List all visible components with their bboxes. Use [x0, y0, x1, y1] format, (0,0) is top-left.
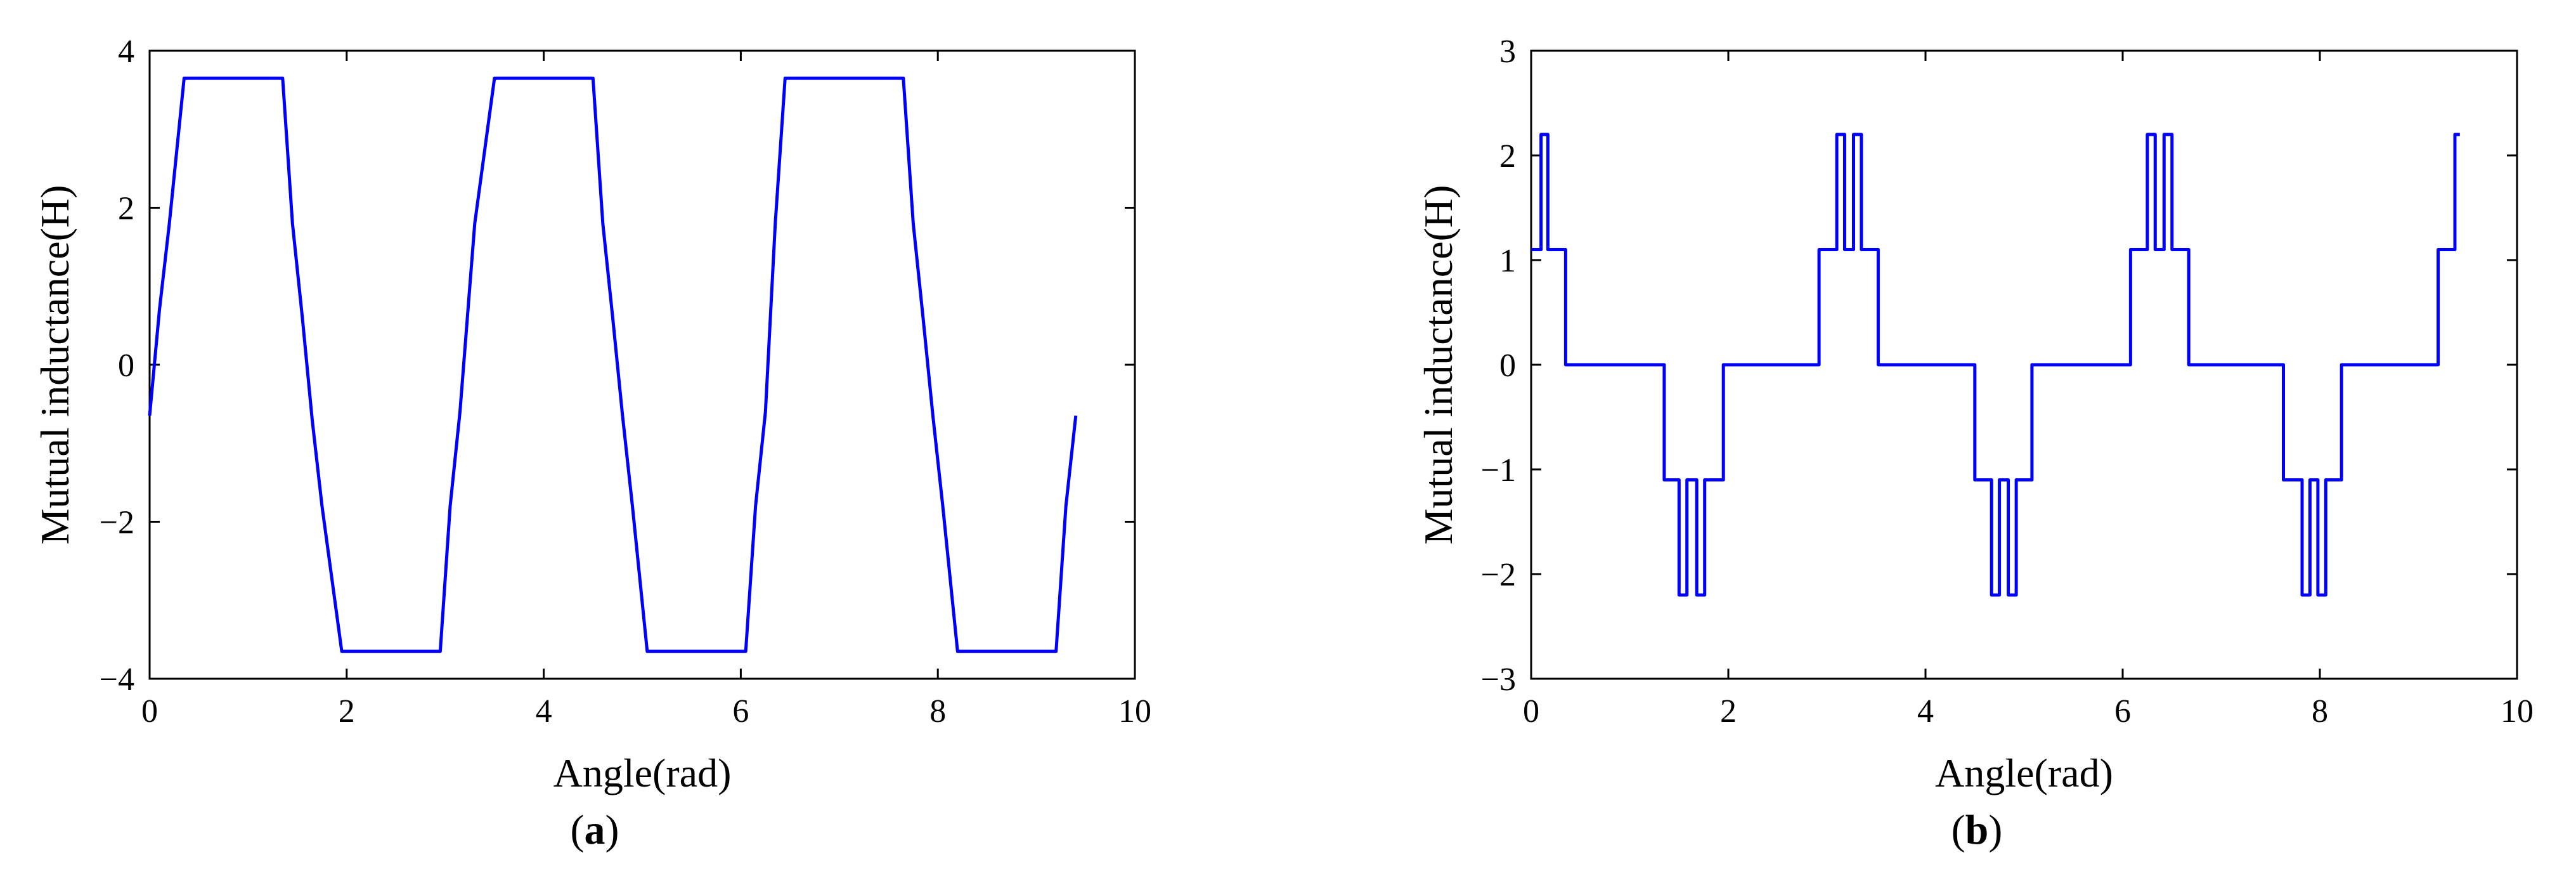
y-tick-label: −2 — [100, 505, 134, 541]
y-tick-label: −2 — [1481, 557, 1516, 593]
series-line-0 — [1531, 133, 2460, 597]
x-tick-label: 8 — [2312, 693, 2328, 729]
x-tick-label: 6 — [2114, 693, 2131, 729]
y-tick-label: −1 — [1481, 452, 1516, 488]
caption-letter: b — [1965, 807, 1989, 853]
y-tick-label: 0 — [1499, 348, 1516, 384]
series-line-0 — [148, 76, 1078, 653]
caption-close: ) — [605, 807, 619, 853]
y-tick-label: −3 — [1481, 662, 1516, 698]
caption-open: ( — [571, 807, 585, 853]
y-tick-label: −4 — [100, 662, 134, 698]
plot-frame — [148, 49, 1136, 680]
x-tick-label: 6 — [732, 693, 749, 729]
y-tick-label: 2 — [1499, 138, 1516, 174]
panel-b: 0 2 4 6 8 10 −3 −2 −1 0 1 2 3 Angle(rad) Mutual induct… — [1416, 34, 2534, 853]
y-tick-label: 2 — [118, 191, 134, 227]
panel-caption: (a) — [571, 807, 619, 853]
caption-open: ( — [1951, 807, 1965, 853]
x-tick-label: 10 — [2501, 693, 2534, 729]
x-tick-label: 4 — [1917, 693, 1934, 729]
x-tick-label: 8 — [929, 693, 946, 729]
x-axis-label: Angle(rad) — [553, 750, 732, 795]
x-tick-label: 4 — [536, 693, 552, 729]
y-tick-label: 1 — [1499, 243, 1516, 279]
panel-caption: (b) — [1951, 807, 2003, 853]
x-tick-label: 0 — [1523, 693, 1539, 729]
x-tick-label: 10 — [1118, 693, 1151, 729]
x-tick-label: 2 — [339, 693, 355, 729]
caption-letter: a — [585, 807, 605, 853]
x-tick-label: 0 — [141, 693, 158, 729]
caption-close: ) — [1988, 807, 2002, 853]
y-tick-label: 4 — [118, 34, 134, 70]
y-axis-label: Mutual inductance(H) — [32, 185, 77, 545]
y-tick-label: 0 — [118, 348, 134, 384]
x-tick-label: 2 — [1720, 693, 1737, 729]
x-axis-label: Angle(rad) — [1935, 750, 2113, 795]
y-tick-label: 3 — [1499, 34, 1516, 70]
y-axis-label: Mutual inductance(H) — [1416, 185, 1461, 545]
